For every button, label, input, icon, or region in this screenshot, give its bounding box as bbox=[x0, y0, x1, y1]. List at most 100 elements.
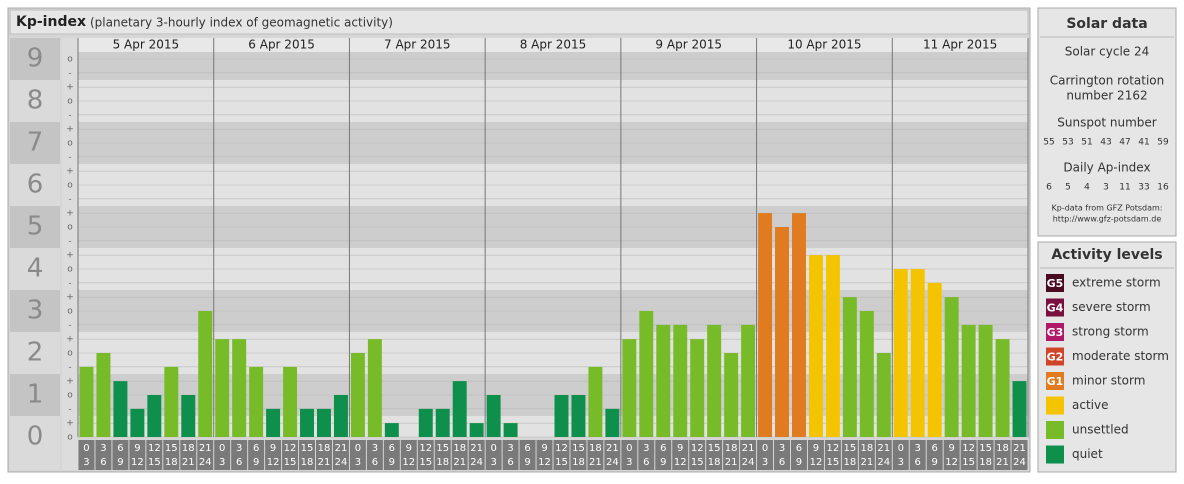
bar bbox=[690, 339, 705, 437]
legend-label: quiet bbox=[1072, 447, 1103, 461]
y-tick-label: 9 bbox=[27, 44, 44, 74]
hour-label: 15 bbox=[301, 443, 314, 454]
bar bbox=[164, 366, 179, 437]
minor-tick-label: o bbox=[67, 223, 73, 233]
minor-tick-label: + bbox=[66, 335, 74, 345]
hour-label: 0 bbox=[898, 443, 904, 454]
hour-label: 9 bbox=[406, 443, 412, 454]
minor-tick-label: + bbox=[66, 251, 74, 261]
hour-label: 15 bbox=[148, 457, 161, 468]
hour-box bbox=[909, 440, 926, 470]
hour-label: 6 bbox=[236, 457, 242, 468]
legend-badge: G2 bbox=[1047, 351, 1064, 364]
chart-subtitle: (planetary 3-hourly index of geomagnetic… bbox=[90, 16, 393, 30]
hour-label: 18 bbox=[860, 443, 873, 454]
bar bbox=[724, 353, 739, 437]
hour-label: 21 bbox=[1013, 443, 1026, 454]
minor-tick-label: o bbox=[67, 349, 73, 359]
minor-tick-label: o bbox=[67, 181, 73, 191]
hour-box bbox=[553, 440, 570, 470]
bar bbox=[910, 269, 925, 437]
bar bbox=[486, 395, 501, 437]
bar bbox=[825, 255, 840, 437]
hour-box bbox=[570, 440, 587, 470]
day-label: 9 Apr 2015 bbox=[655, 38, 722, 52]
bar bbox=[978, 324, 993, 437]
level-box bbox=[10, 164, 60, 206]
hour-label: 9 bbox=[117, 457, 123, 468]
hour-box bbox=[468, 440, 485, 470]
carrington: Carrington rotation bbox=[1050, 74, 1164, 88]
hour-box bbox=[519, 440, 536, 470]
chart-title: Kp-index bbox=[16, 14, 86, 30]
level-box bbox=[10, 206, 60, 248]
hour-box bbox=[434, 440, 451, 470]
hour-label: 6 bbox=[117, 443, 123, 454]
hour-label: 18 bbox=[996, 443, 1009, 454]
hour-box bbox=[824, 440, 841, 470]
level-box bbox=[10, 80, 60, 122]
hour-label: 15 bbox=[572, 443, 585, 454]
bar bbox=[639, 311, 654, 437]
hour-label: 21 bbox=[996, 457, 1009, 468]
hour-box bbox=[977, 440, 994, 470]
hour-label: 24 bbox=[199, 457, 212, 468]
hour-label: 12 bbox=[810, 457, 823, 468]
bar bbox=[673, 324, 688, 437]
bar bbox=[927, 282, 942, 437]
hour-box bbox=[78, 440, 95, 470]
hour-label: 12 bbox=[131, 457, 144, 468]
hour-label: 12 bbox=[691, 443, 704, 454]
hour-box bbox=[248, 440, 265, 470]
hour-box bbox=[129, 440, 146, 470]
hour-label: 12 bbox=[148, 443, 161, 454]
bar bbox=[300, 408, 314, 437]
legend-label: moderate storm bbox=[1072, 349, 1169, 363]
hour-box bbox=[366, 440, 383, 470]
hour-label: 6 bbox=[915, 457, 921, 468]
legend-label: strong storm bbox=[1072, 325, 1149, 339]
ap-value: 4 bbox=[1084, 183, 1090, 193]
solar-panel bbox=[1037, 7, 1177, 237]
legend-swatch bbox=[1046, 445, 1064, 464]
y-tick-label: 5 bbox=[27, 212, 44, 242]
hour-label: 3 bbox=[779, 443, 785, 454]
bar bbox=[758, 213, 773, 437]
hour-label: 18 bbox=[979, 457, 992, 468]
level-box bbox=[10, 38, 60, 80]
bar bbox=[554, 395, 569, 437]
bar bbox=[588, 366, 603, 437]
hour-label: 3 bbox=[643, 443, 649, 454]
hour-label: 3 bbox=[762, 457, 768, 468]
hour-label: 9 bbox=[253, 457, 259, 468]
hour-label: 12 bbox=[827, 443, 840, 454]
hour-box bbox=[214, 440, 231, 470]
bar bbox=[232, 339, 247, 437]
hour-label: 9 bbox=[389, 457, 395, 468]
hour-label: 9 bbox=[677, 443, 683, 454]
legend-swatch bbox=[1046, 274, 1064, 292]
minor-tick-label: - bbox=[68, 194, 71, 204]
title-bar bbox=[9, 9, 1029, 35]
hour-box bbox=[621, 440, 638, 470]
level-box bbox=[10, 332, 60, 374]
hour-box bbox=[791, 440, 807, 470]
day-label: 11 Apr 2015 bbox=[923, 38, 997, 52]
legend-badge: G3 bbox=[1047, 326, 1064, 339]
hour-box bbox=[689, 440, 706, 470]
legend-swatch bbox=[1046, 347, 1064, 366]
minor-tick-label: + bbox=[66, 293, 74, 303]
day-label: 8 Apr 2015 bbox=[520, 38, 587, 52]
bar bbox=[367, 339, 382, 437]
hour-label: 21 bbox=[199, 443, 212, 454]
hour-box bbox=[383, 440, 400, 470]
legend-label: extreme storm bbox=[1072, 276, 1161, 290]
hour-label: 3 bbox=[100, 443, 106, 454]
minor-tick-label: - bbox=[68, 236, 71, 246]
hour-box bbox=[332, 440, 349, 470]
bar bbox=[605, 408, 620, 437]
hour-label: 12 bbox=[419, 443, 432, 454]
bar bbox=[452, 381, 467, 437]
hour-label: 15 bbox=[165, 443, 178, 454]
minor-tick-label: o bbox=[67, 97, 73, 107]
